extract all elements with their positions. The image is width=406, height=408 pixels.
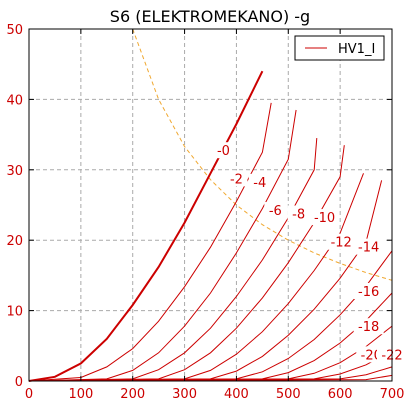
curve-label-9: -18 (358, 320, 379, 335)
x-tick-label-4: 400 (224, 387, 249, 402)
y-tick-label-4: 40 (6, 93, 23, 108)
y-tick-label-2: 20 (6, 234, 23, 249)
axis-ticks: 0 100 200 300 400 500 600 700 0 10 20 30 40 50 (6, 23, 404, 402)
curve-label-bg-9 (353, 318, 384, 335)
curve-4 (28, 145, 345, 382)
curve-label-6: -12 (331, 236, 352, 251)
curve-label-0: -0 (217, 144, 230, 159)
load-line-path (132, 28, 393, 281)
curve-label-10: -20 (361, 348, 382, 363)
x-tick-label-0: 0 (25, 387, 33, 402)
plot-frame (28, 28, 393, 382)
curve-5 (28, 173, 364, 382)
curve-1 (28, 102, 272, 382)
curve-label-1: -2 (230, 172, 243, 187)
x-tick-label-1: 100 (68, 387, 93, 402)
curve-label-5: -10 (314, 211, 335, 226)
curve-label-bg-7 (353, 238, 384, 255)
x-tick-label-5: 500 (276, 387, 301, 402)
legend: HV1_I (294, 35, 385, 61)
curve-label-bg-8 (353, 283, 384, 299)
curve-label-bg-5 (309, 209, 340, 226)
curve-label-4: -8 (292, 208, 305, 223)
x-tick-label-7: 700 (380, 387, 405, 402)
curve-label-bg-2 (248, 173, 271, 190)
curve-label-2: -4 (253, 176, 266, 191)
y-tick-label-3: 30 (6, 164, 23, 179)
curve-label-bg-4 (287, 205, 310, 222)
curve-label-3: -6 (269, 204, 282, 219)
curve-label-bg-1 (225, 170, 248, 187)
curve-9 (28, 325, 393, 382)
load-line (132, 28, 393, 281)
plate-curves (28, 70, 393, 382)
curve-3 (28, 138, 318, 382)
curve-label-bg-3 (264, 202, 287, 219)
curve-2 (28, 109, 297, 382)
y-tick-label-0: 0 (15, 375, 23, 390)
curve-label-bg-6 (326, 233, 357, 250)
curve-label-8: -16 (358, 285, 379, 300)
curve-labels: -0-2 -4-6 -8 -10-12 -14-16-18-20 -22 (212, 142, 406, 363)
x-tick-label-3: 300 (172, 387, 197, 402)
curve-label-7: -14 (358, 241, 379, 256)
y-tick-label-5: 50 (6, 23, 23, 38)
legend-label: HV1_I (338, 42, 375, 57)
x-tick-label-6: 600 (328, 387, 353, 402)
chart-title: S6 (ELEKTROMEKANO) -g (110, 7, 310, 26)
curve-8 (28, 292, 393, 382)
x-tick-label-2: 200 (120, 387, 145, 402)
curve-label-bg-0 (212, 142, 235, 159)
y-tick-label-1: 10 (6, 305, 23, 320)
